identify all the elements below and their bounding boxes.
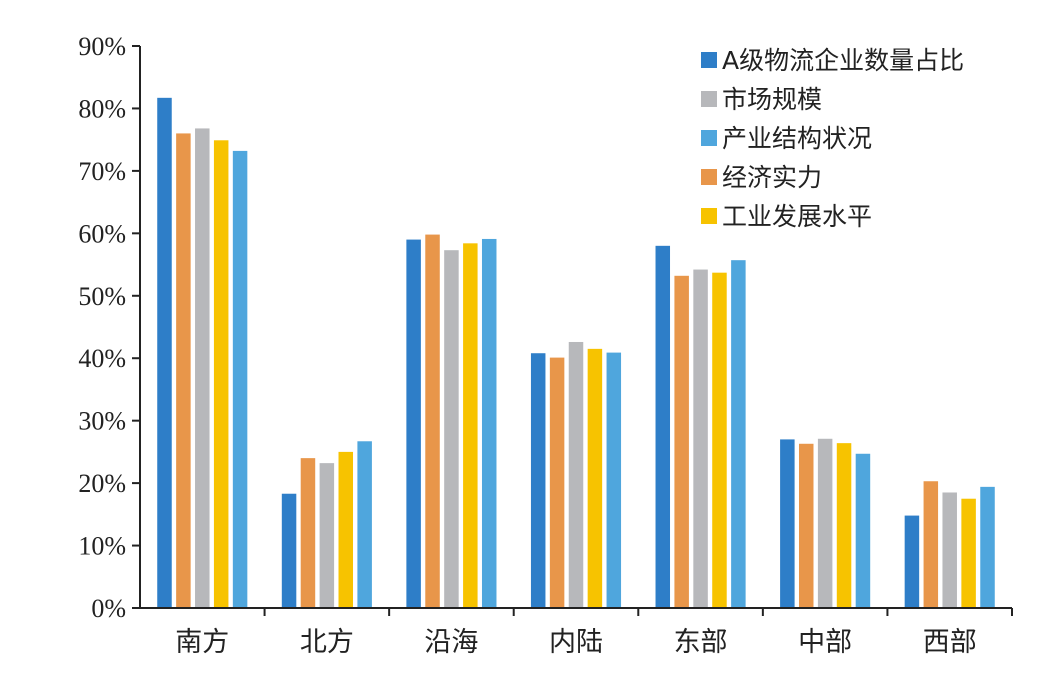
y-tick-label: 30%	[78, 407, 126, 436]
y-tick-label: 90%	[78, 32, 126, 61]
legend-label: 经济实力	[722, 163, 822, 192]
bar	[281, 493, 297, 608]
y-tick-label: 20%	[78, 469, 126, 498]
x-category-label: 西部	[923, 627, 977, 658]
bar	[357, 441, 372, 608]
bar	[606, 352, 622, 608]
x-category-label: 南方	[175, 627, 229, 658]
legend-swatch	[701, 169, 717, 185]
legend-swatch	[701, 52, 717, 68]
bars-layer	[157, 97, 995, 609]
x-category-label: 沿海	[424, 627, 478, 658]
bar	[319, 463, 335, 608]
bar	[798, 443, 814, 608]
x-category-label: 中部	[798, 627, 852, 658]
axes-layer	[139, 46, 1012, 609]
bar	[961, 498, 976, 608]
bar	[195, 128, 210, 608]
x-category-label: 内陆	[549, 627, 603, 658]
bar	[587, 348, 603, 608]
bar	[463, 243, 478, 608]
bar	[780, 439, 795, 608]
bar	[693, 269, 708, 608]
x-category-label: 北方	[300, 627, 354, 658]
bar	[338, 451, 354, 608]
legend-label: 市场规模	[722, 85, 822, 114]
y-tick-label: 70%	[78, 157, 126, 186]
bar	[980, 486, 995, 608]
bar	[530, 353, 546, 608]
y-ticks: 0% 10% 20% 30% 40% 50% 60% 70% 80% 90%	[78, 32, 140, 623]
y-tick-label: 10%	[78, 532, 126, 561]
legend-label: 产业结构状况	[722, 124, 872, 153]
y-tick-label: 60%	[78, 219, 126, 248]
bar	[712, 272, 727, 608]
bar	[300, 458, 316, 608]
bar	[549, 357, 565, 608]
x-categories: 南方 北方 沿海 内陆 东部 中部 西部	[175, 608, 1013, 658]
bar	[855, 453, 871, 608]
bar	[481, 238, 497, 608]
bar	[674, 275, 689, 608]
bar	[176, 133, 191, 608]
bar	[904, 515, 920, 608]
y-tick-label: 80%	[78, 94, 126, 123]
bar	[731, 260, 746, 608]
legend-label: A级物流企业数量占比	[722, 46, 964, 75]
bar	[568, 341, 584, 608]
y-tick-label: 40%	[78, 344, 126, 373]
bar	[157, 97, 172, 608]
bar	[817, 438, 833, 608]
bar	[655, 245, 671, 609]
bar	[444, 250, 459, 608]
bar	[232, 150, 248, 608]
bar	[923, 481, 939, 608]
y-tick-label: 50%	[78, 282, 126, 311]
legend-swatch	[701, 91, 717, 107]
bar	[406, 239, 421, 609]
legend-swatch	[701, 208, 717, 224]
bar	[836, 443, 852, 608]
x-category-label: 东部	[674, 627, 728, 658]
bar	[213, 140, 229, 608]
bar	[425, 234, 440, 609]
legend-swatch	[701, 130, 717, 146]
y-tick-label: 0%	[91, 594, 126, 623]
bar	[942, 492, 957, 608]
legend-label: 工业发展水平	[722, 202, 872, 231]
